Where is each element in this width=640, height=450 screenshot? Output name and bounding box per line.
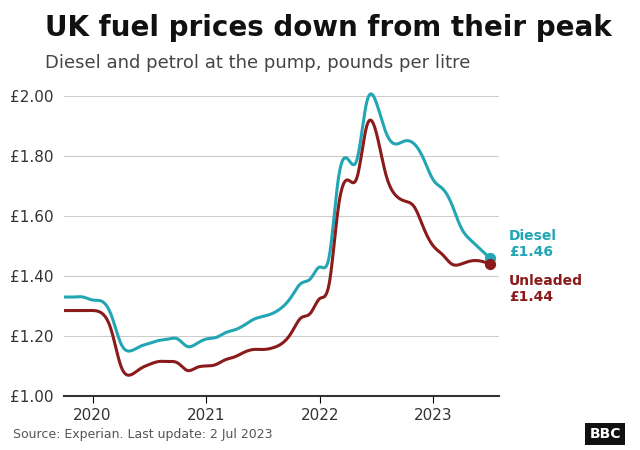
Text: Diesel and petrol at the pump, pounds per litre: Diesel and petrol at the pump, pounds pe… (45, 54, 470, 72)
Text: Source: Experian. Last update: 2 Jul 2023: Source: Experian. Last update: 2 Jul 202… (13, 428, 272, 441)
Point (484, 261, 495, 268)
Text: Diesel
£1.46: Diesel £1.46 (509, 229, 557, 259)
Point (484, 254, 495, 261)
Text: Unleaded
£1.44: Unleaded £1.44 (509, 274, 583, 304)
Text: UK fuel prices down from their peak: UK fuel prices down from their peak (45, 14, 612, 41)
Text: BBC: BBC (589, 427, 621, 441)
